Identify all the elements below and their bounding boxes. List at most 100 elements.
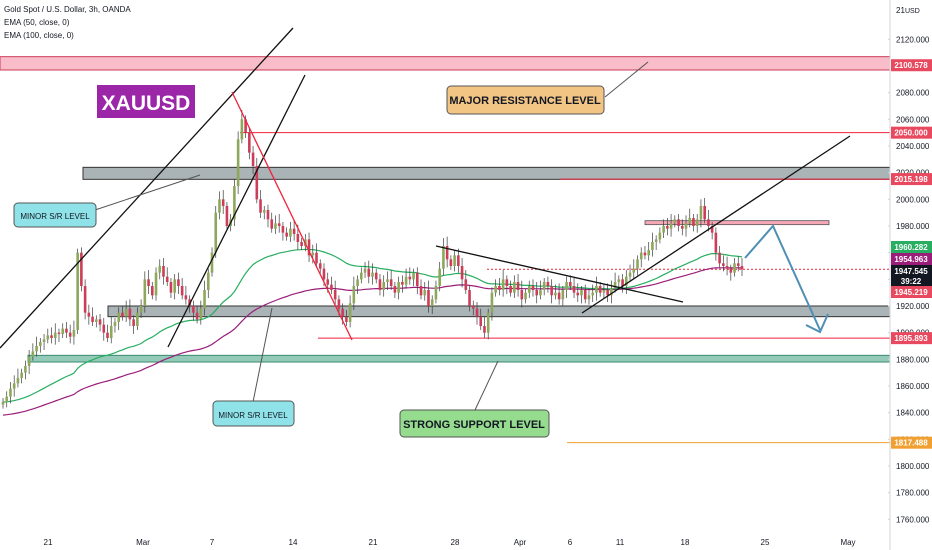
candle-down — [550, 286, 553, 296]
candle-down — [445, 246, 449, 260]
candle-down — [707, 219, 710, 226]
candle-up — [404, 276, 408, 285]
candle-down — [330, 284, 333, 290]
candle-down — [471, 306, 475, 309]
ema50-legend: EMA (50, close, 0) — [4, 18, 70, 27]
candle-up — [233, 186, 236, 220]
candle-down — [57, 332, 61, 334]
candle-up — [136, 312, 139, 326]
major-res-callout — [446, 85, 605, 115]
candle-up — [658, 232, 662, 240]
candle-down — [449, 259, 453, 266]
ema100-legend: EMA (100, close, 0) — [4, 31, 74, 40]
price-label-text: 1947.545 — [894, 267, 928, 276]
candle-down — [333, 290, 337, 300]
candle-down — [692, 218, 695, 226]
minor-sr-zone-lower — [107, 305, 891, 318]
candle-up — [352, 286, 356, 304]
candle-up — [143, 279, 147, 306]
candle-up — [371, 272, 374, 277]
candle-down — [401, 282, 404, 285]
candle-down — [531, 286, 535, 290]
candle-down — [80, 252, 83, 286]
candle-up — [412, 272, 415, 280]
x-tick-label: 18 — [681, 538, 690, 547]
price-label-box — [891, 241, 932, 253]
price-label-text: 1817.488 — [894, 439, 928, 448]
candle-up — [16, 378, 20, 384]
candle-up — [486, 312, 490, 333]
projection-path — [744, 224, 821, 331]
candle-down — [184, 295, 188, 300]
candle-up — [262, 210, 266, 213]
candle-down — [307, 239, 311, 256]
candle-up — [61, 328, 65, 334]
projection-arrows — [744, 224, 829, 334]
minor-top-label: MINOR S/R LEVEL — [20, 212, 90, 221]
candle-down — [132, 319, 135, 326]
y-tick-label: 1920.000 — [896, 302, 930, 311]
price-label-box — [891, 332, 932, 345]
candle-up — [636, 259, 639, 269]
candle-up — [117, 312, 121, 322]
candle-up — [20, 372, 23, 378]
candle-up — [397, 282, 400, 293]
candle-up — [639, 252, 643, 260]
strong-callout-line — [474, 360, 499, 411]
candle-down — [195, 312, 199, 320]
candle-down — [703, 206, 706, 220]
candle-down — [374, 272, 378, 280]
x-tick-label: May — [840, 538, 855, 547]
candle-down — [710, 226, 714, 233]
candle-up — [210, 252, 214, 273]
candle-up — [430, 299, 434, 306]
price-label-text: 1945.219 — [894, 288, 928, 297]
candle-up — [356, 279, 359, 286]
candle-down — [251, 152, 255, 166]
candle-down — [91, 316, 94, 322]
candle-down — [718, 252, 721, 264]
minor-bottom-callout-line — [252, 307, 273, 403]
candle-down — [569, 282, 572, 286]
candle-down — [576, 292, 580, 296]
x-tick-label: 21 — [44, 538, 53, 547]
candle-down — [296, 234, 300, 242]
candle-up — [218, 199, 221, 213]
candle-down — [393, 286, 397, 293]
time-axis-ticks: 21 Mar 7 14 21 28 Apr 6 11 18 25 May — [44, 538, 856, 547]
y-tick-label: 2120.000 — [896, 35, 930, 44]
candle-up — [423, 290, 427, 296]
candle-up — [580, 290, 583, 296]
candle-down — [165, 276, 169, 282]
price-label-text: 2100.578 — [894, 61, 928, 70]
candle-down — [337, 299, 341, 309]
candle-up — [42, 339, 46, 342]
candle-down — [281, 226, 285, 233]
candle-up — [699, 206, 703, 220]
candle-down — [598, 286, 602, 293]
candle-down — [389, 279, 393, 286]
major-resistance-zone — [0, 56, 891, 71]
price-label-box — [891, 436, 932, 449]
candle-down — [677, 219, 680, 226]
candle-up — [662, 226, 665, 233]
candle-down — [479, 316, 483, 326]
candle-down — [50, 335, 53, 338]
corner-tick-label: 21 — [896, 6, 905, 15]
y-tick-label: 1980.000 — [896, 222, 930, 231]
candle-up — [109, 326, 113, 338]
candle-up — [539, 290, 542, 296]
candle-down — [520, 290, 524, 300]
candle-up — [53, 332, 57, 338]
candle-up — [35, 346, 38, 352]
candle-down — [415, 272, 419, 286]
price-label-box — [891, 173, 932, 186]
candle-up — [9, 388, 12, 397]
candle-up — [490, 292, 494, 313]
price-label-text: 39:22 — [901, 277, 922, 286]
candle-up — [76, 252, 79, 330]
candle-up — [360, 272, 363, 280]
candle-up — [139, 306, 143, 313]
